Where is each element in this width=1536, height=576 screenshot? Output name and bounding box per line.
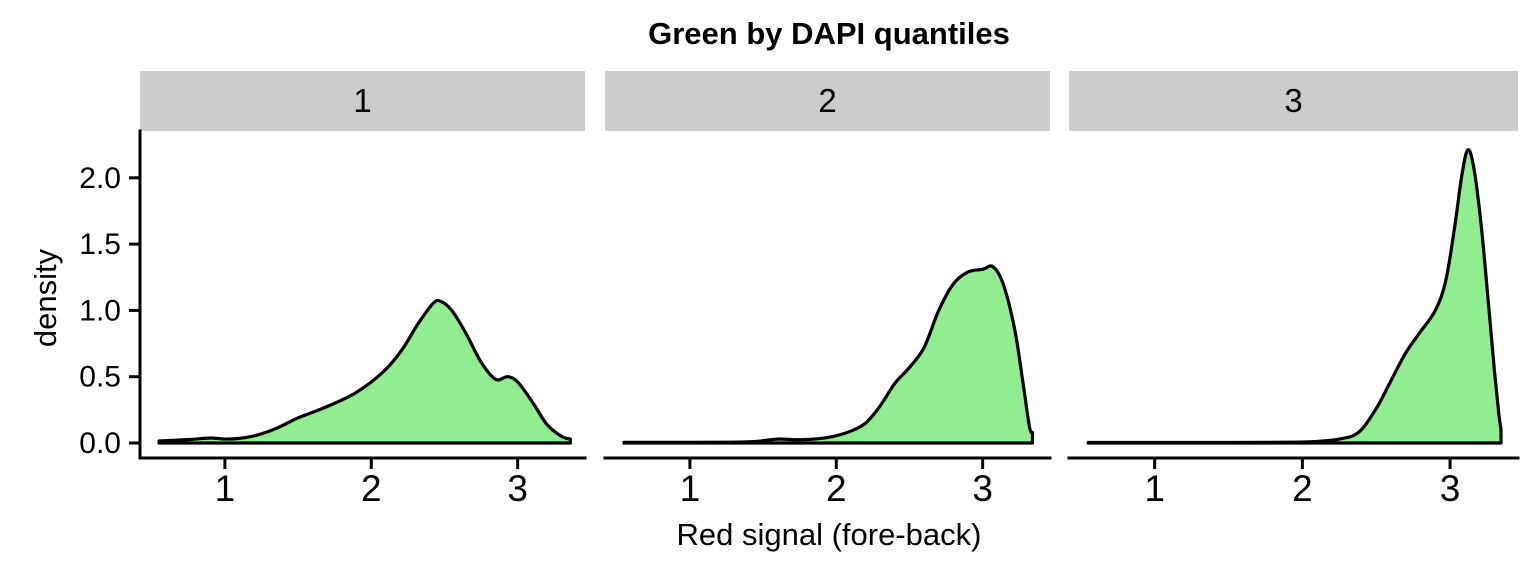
facet-strip-label-2: 2 xyxy=(818,82,837,119)
facet-strip-label-3: 3 xyxy=(1284,82,1303,119)
y-tick-label: 1.0 xyxy=(79,294,121,327)
density-curve xyxy=(157,298,572,445)
y-tick-label: 2.0 xyxy=(79,162,121,195)
y-tick-label: 0.0 xyxy=(79,427,121,460)
density-panel-2: 1 2 3 xyxy=(603,264,1052,509)
x-tick-label: 1 xyxy=(215,468,236,509)
x-tick-label: 1 xyxy=(1144,468,1165,509)
x-tick-label: 3 xyxy=(507,468,528,509)
plot-title: Green by DAPI quantiles xyxy=(648,16,1010,51)
facet-strip-3: 3 xyxy=(1069,71,1518,131)
x-tick-label: 2 xyxy=(1292,468,1313,509)
x-tick-label: 3 xyxy=(972,468,993,509)
y-tick-label: 0.5 xyxy=(79,361,121,394)
facet-strip-label-1: 1 xyxy=(353,82,372,119)
facet-strip-2: 2 xyxy=(605,71,1050,131)
x-tick-label: 3 xyxy=(1440,468,1461,509)
facet-strip-1: 1 xyxy=(140,71,585,131)
density-curve xyxy=(622,264,1035,445)
density-curve xyxy=(1086,148,1503,445)
density-panel-1: 1 2 3 0.0 0.5 1.0 1.5 2.0 xyxy=(79,129,587,509)
x-tick-label: 2 xyxy=(826,468,847,509)
x-tick-label: 1 xyxy=(680,468,701,509)
x-tick-label: 2 xyxy=(361,468,382,509)
y-tick-label: 1.5 xyxy=(79,228,121,261)
x-axis-title: Red signal (fore-back) xyxy=(676,517,982,552)
density-panel-3: 1 2 3 xyxy=(1067,148,1520,509)
y-axis-title: density xyxy=(28,248,63,348)
